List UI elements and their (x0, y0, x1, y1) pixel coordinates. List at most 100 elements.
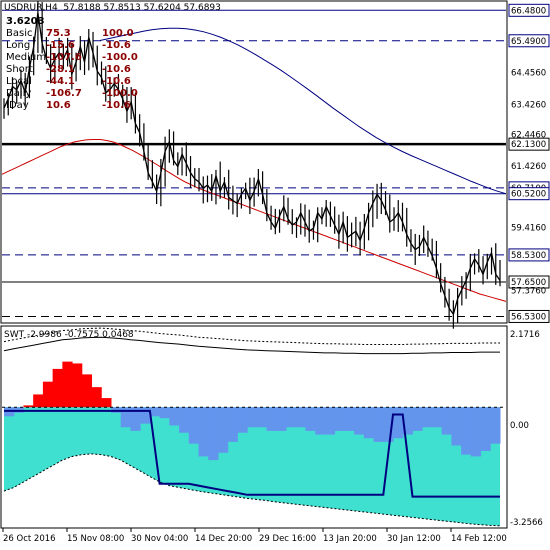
swt-histogram-bar (227, 407, 238, 442)
info-row-label: Long (6, 40, 31, 51)
swt-histogram-bar (72, 363, 83, 408)
time-tick-label: 13 Jan 20:00 (323, 534, 377, 544)
price-tag-box (508, 309, 550, 323)
info-row-value2: -100.0 (102, 88, 138, 99)
price-tick-label: 61.4260 (511, 162, 546, 172)
info-row-label: Basic (6, 28, 33, 39)
info-row: Long -15.6 -10.6 (6, 40, 138, 52)
swt-histogram-bar (334, 407, 345, 431)
info-row-value2: -100.0 (102, 52, 138, 63)
price-tick-label: 64.4560 (511, 69, 546, 79)
swt-histogram-bar (373, 407, 384, 442)
time-tick-label: 30 Nov 04:00 (131, 534, 188, 544)
swt-histogram-bar (393, 407, 404, 439)
swt-histogram-bar (490, 407, 501, 444)
time-tick-label: 29 Dec 16:00 (259, 534, 316, 544)
indicator-axis: 2.1716 0.00 -3.2566 (510, 330, 543, 528)
indicator-min-label: -3.2566 (510, 518, 543, 528)
swt-histogram-bar (431, 407, 443, 428)
price-tick-label: 62.4460 (511, 130, 546, 140)
swt-histogram-bar (140, 407, 151, 424)
ma-blue-line (99, 27, 507, 195)
info-row-value1: -28.1 (46, 64, 75, 75)
info-rows: Basic 75.3 100.0 Long -15.6 -10.6 Medium -107.6… (6, 28, 138, 112)
price-tag-box (508, 34, 550, 48)
info-row: Medium -107.6 -100.0 (6, 52, 138, 64)
info-row-value1: 75.3 (46, 28, 71, 39)
info-row-label: Short (6, 64, 33, 75)
symbol-label: USDRUR,H4 (4, 3, 58, 13)
swt-histogram-bar (198, 407, 209, 457)
info-row-value2: 100.0 (102, 28, 134, 39)
time-axis: 26 Oct 2016 15 Nov 08:00 30 Nov 04:00 14 De… (2, 528, 507, 544)
info-row: Short -28.1 -10.6 (6, 64, 138, 76)
swt-histogram-bar (402, 407, 413, 435)
price-tag-label: 62.1300 (511, 140, 546, 150)
time-tick-label: 30 Jan 12:00 (387, 534, 441, 544)
swt-histogram-bar (208, 407, 219, 461)
price-tick-label: 63.4260 (511, 100, 546, 110)
price-tag-label: 66.4800 (511, 6, 546, 16)
swt-histogram-bar (217, 407, 229, 453)
time-tick-label: 15 Nov 08:00 (67, 534, 124, 544)
price-tag-box (508, 137, 550, 151)
swt-histogram-bar (286, 407, 297, 428)
swt-histogram-bar (324, 407, 336, 435)
price-tag-box (508, 3, 550, 17)
swt-histogram-bar (441, 407, 452, 435)
swt-histogram-bar (179, 407, 190, 433)
swt-histogram-bar (169, 407, 180, 426)
info-row-value1: 10.6 (46, 100, 71, 111)
swt-lower-band (3, 453, 501, 527)
indicator-title: SWT -2.9986 -0.7575 0.0468 (4, 330, 134, 340)
info-row-value2: -10.6 (102, 64, 131, 75)
chart-header: USDRUR,H4 57.8188 57.8513 57.6204 57.689… (4, 3, 221, 13)
info-row: IDay 10.6 -10.6 (6, 100, 138, 112)
swt-histogram-bar (451, 407, 462, 446)
price-line (3, 12, 501, 316)
info-row-label: IDay (6, 100, 29, 111)
swt-histogram-bar (101, 398, 112, 408)
info-row-value2: -10.6 (102, 100, 131, 111)
indicator-zero-label: 0.00 (510, 421, 529, 431)
swt-histogram-bar (295, 407, 306, 428)
swt-histogram-bar (149, 407, 161, 417)
swt-upper-band-solid (3, 336, 500, 355)
info-panel: 3.6203 Basic 75.3 100.0 Long -15.6 -10.6 Mediu… (6, 16, 138, 112)
price-tag-box (508, 187, 550, 201)
swt-histogram-bar (480, 407, 491, 451)
price-tag-label: 60.5200 (511, 190, 546, 200)
ma-red-line (1, 139, 507, 302)
swt-signal-line (4, 409, 500, 498)
swt-histogram-bar (42, 381, 54, 408)
price-series (3, 0, 501, 329)
swt-histogram-bar (23, 405, 34, 408)
info-row-value2: -10.6 (102, 76, 131, 87)
swt-histogram-bar (354, 407, 365, 435)
swt-histogram-bar (363, 407, 375, 439)
time-tick-label: 14 Dec 20:00 (195, 534, 252, 544)
swt-histogram-bar (91, 387, 102, 408)
info-value: 3.6203 (6, 16, 45, 27)
swt-histogram-bar (461, 407, 472, 455)
swt-histogram-bar (237, 407, 248, 433)
swt-histogram-bar (130, 407, 141, 431)
info-row-value1: -106.7 (46, 88, 82, 99)
price-tag-label: 56.5300 (511, 312, 546, 322)
info-row-label: Local (6, 76, 32, 87)
swt-histogram-bar (266, 407, 277, 431)
swt-histogram-bar (159, 407, 170, 419)
info-row: Daily -106.7 -100.0 (6, 88, 138, 100)
info-row-value2: -10.6 (102, 40, 131, 51)
swt-histogram-bar (188, 407, 200, 444)
swt-histogram-bar (81, 374, 93, 408)
swt-histogram-bar (344, 407, 355, 431)
swt-histogram-bar (422, 407, 433, 428)
price-axis: 66.4800 65.4900 64.4560 63.4260 62.446062.13… (508, 3, 550, 323)
price-tick-label: 59.4160 (511, 224, 546, 234)
swt-histogram-bar (305, 407, 316, 431)
info-row-label: Medium (6, 52, 46, 63)
info-row-value1: -107.6 (46, 52, 82, 63)
price-tag-box (508, 275, 550, 289)
